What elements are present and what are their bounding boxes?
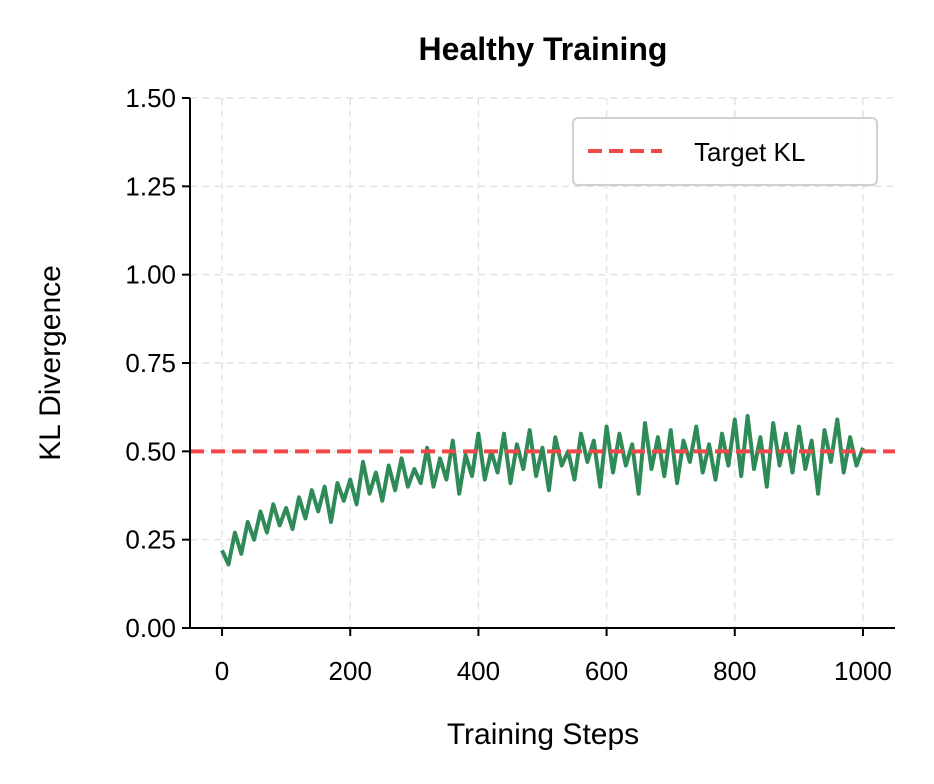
x-tick-label: 0 [215, 656, 229, 686]
y-tick-label: 0.50 [125, 436, 176, 466]
legend-label-target-kl: Target KL [694, 137, 805, 167]
y-tick-label: 1.00 [125, 260, 176, 290]
y-tick-label: 0.00 [125, 613, 176, 643]
y-tick-label: 0.25 [125, 525, 176, 555]
x-tick-label: 1000 [834, 656, 892, 686]
x-tick-label: 800 [713, 656, 756, 686]
x-tick-label: 600 [585, 656, 628, 686]
ticks: 0 200 400 600 800 1000 0.00 0.25 0.50 0.75 1.00 1.2… [125, 83, 891, 686]
series-layer [190, 414, 895, 567]
y-tick-label: 1.25 [125, 171, 176, 201]
kl-divergence-line [220, 414, 865, 567]
x-tick-label: 200 [329, 656, 372, 686]
chart-title: Healthy Training [419, 31, 668, 67]
y-tick-label: 1.50 [125, 83, 176, 113]
x-tick-label: 400 [457, 656, 500, 686]
y-tick-label: 0.75 [125, 348, 176, 378]
legend: Target KL [572, 117, 878, 186]
legend-box [572, 117, 878, 186]
x-axis-label: Training Steps [447, 718, 639, 751]
y-axis-label: KL Divergence [34, 265, 67, 461]
